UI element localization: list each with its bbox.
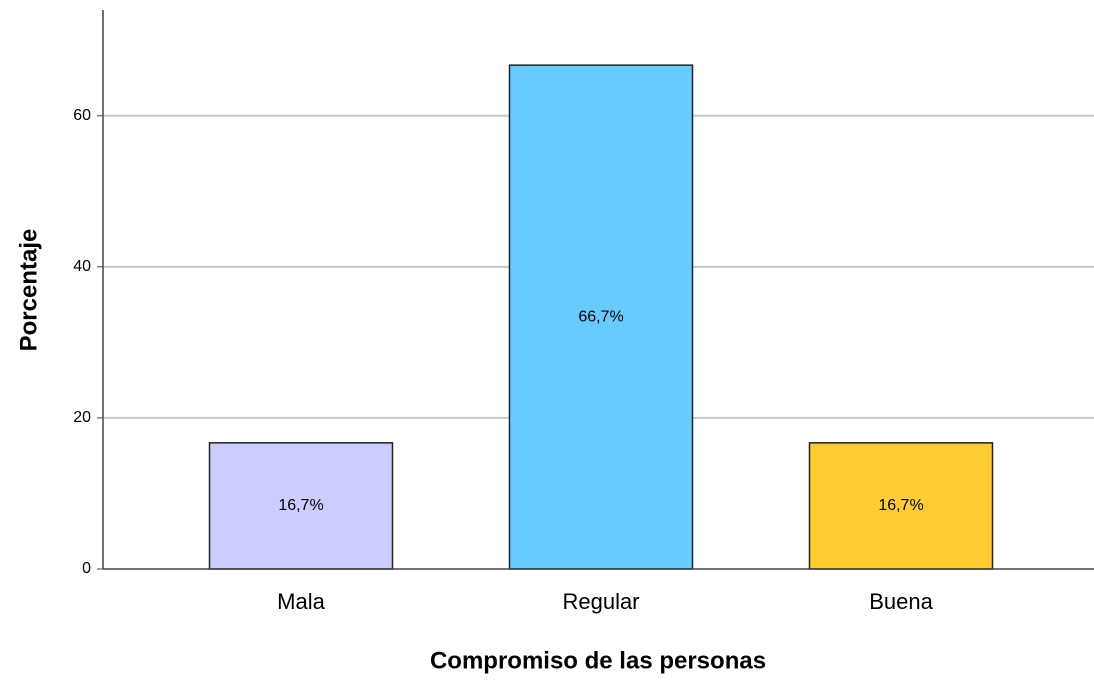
x-tick-label: Mala	[277, 589, 325, 614]
x-tick-label: Regular	[562, 589, 639, 614]
y-tick-label: 0	[82, 560, 91, 577]
value-label: 16,7%	[878, 497, 923, 514]
value-label: 16,7%	[278, 497, 323, 514]
y-axis-title: Porcentaje	[15, 229, 42, 352]
bar	[808, 442, 994, 570]
x-tick-label: Buena	[869, 589, 933, 614]
bar	[508, 64, 694, 570]
y-tick-label: 20	[73, 409, 91, 426]
value-label: 66,7%	[578, 308, 623, 325]
x-axis-title: Compromiso de las personas	[430, 647, 766, 674]
y-tick-label: 60	[73, 107, 91, 124]
y-tick-label: 40	[73, 258, 91, 275]
bar	[208, 442, 394, 570]
